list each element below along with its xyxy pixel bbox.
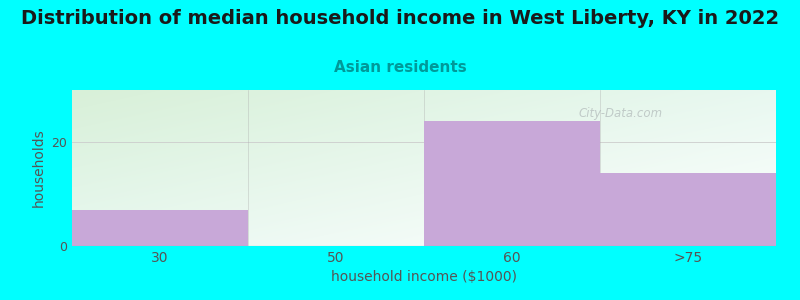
Text: Distribution of median household income in West Liberty, KY in 2022: Distribution of median household income … — [21, 9, 779, 28]
Bar — [72, 210, 248, 246]
Text: City-Data.com: City-Data.com — [579, 107, 663, 120]
Bar — [424, 121, 600, 246]
X-axis label: household income ($1000): household income ($1000) — [331, 270, 517, 284]
Y-axis label: households: households — [32, 129, 46, 207]
Text: Asian residents: Asian residents — [334, 60, 466, 75]
Bar — [600, 173, 776, 246]
